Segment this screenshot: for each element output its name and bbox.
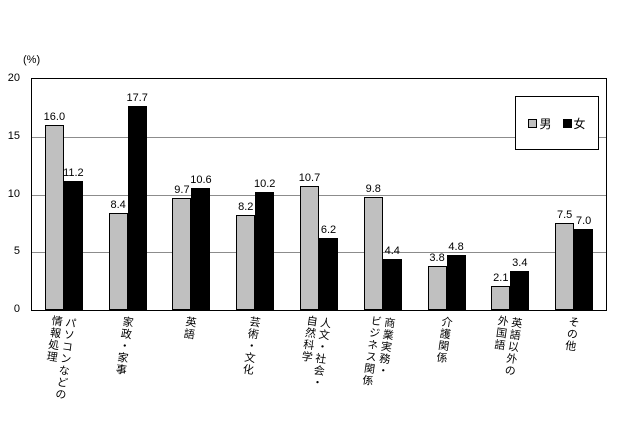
gridline [32, 136, 606, 138]
bar-value-label: 10.2 [254, 178, 276, 190]
legend-label: 女 [573, 116, 586, 131]
bar-value-label: 11.2 [63, 167, 84, 179]
bar-male [427, 266, 447, 310]
y-tick-label: 20 [7, 72, 20, 84]
plot-area: 16.0 11.2 8.4 17.7 9.7 10.6 8.2 10.2 10.7 6.2 9.8 4… [31, 78, 607, 311]
bar-value-label: 9.7 [174, 184, 190, 196]
bar-male [172, 198, 192, 310]
y-tick-label: 0 [13, 303, 20, 315]
bar-value-label: 2.1 [493, 272, 509, 284]
legend-label: 男 [539, 116, 552, 131]
bar-female [63, 181, 83, 310]
bar-male [108, 213, 128, 310]
bar-female [446, 255, 466, 310]
y-tick-label: 10 [7, 187, 20, 200]
bar-female [382, 259, 402, 310]
legend-item: 男 [528, 115, 552, 132]
bar-value-label: 10.7 [298, 172, 321, 184]
bar-male [236, 215, 256, 310]
bar-value-label: 4.4 [384, 245, 400, 257]
bar-value-label: 9.8 [365, 183, 381, 195]
bar-value-label: 6.2 [320, 224, 337, 236]
y-axis-unit-label: (%) [23, 54, 41, 66]
category-label: 英語以外の 外国語 [492, 314, 523, 378]
bar-value-label: 3.8 [429, 252, 445, 264]
y-tick-label: 5 [13, 245, 20, 258]
bar-value-label: 16.0 [43, 111, 66, 123]
legend-item: 女 [562, 115, 586, 132]
category-label: 芸術・文化 [240, 315, 262, 377]
legend-swatch-icon [528, 118, 538, 128]
category-label: パソコンなどの 情報処理 [44, 314, 77, 402]
category-label: 家政・家事 [113, 315, 134, 377]
category-label: 英語 [182, 315, 198, 341]
bar-female [510, 271, 530, 310]
bar-female [127, 106, 147, 310]
bar-female [191, 188, 211, 310]
bar-value-label: 8.2 [238, 201, 254, 213]
category-label: その他 [563, 315, 580, 353]
bar-value-label: 10.6 [190, 174, 212, 186]
bar-value-label: 8.4 [110, 199, 126, 211]
bar-male [44, 125, 64, 310]
bar-male [363, 197, 383, 310]
bar-female [319, 238, 338, 310]
bar-value-label: 7.0 [575, 215, 592, 227]
legend: 男女 [515, 96, 599, 150]
gridline [32, 194, 606, 196]
category-label: 人文・社会・ 自然科学 [299, 314, 332, 390]
bar-value-label: 4.8 [448, 241, 464, 253]
category-label: 商業実務・ ビジネス関係 [359, 314, 396, 388]
bar-value-label: 3.4 [512, 257, 528, 269]
bar-male [555, 223, 575, 310]
legend-swatch-icon [562, 118, 572, 128]
y-tick-label: 15 [7, 129, 20, 142]
category-label: 介護関係 [433, 315, 453, 365]
bar-male [491, 286, 511, 310]
bar-male [300, 186, 319, 310]
bar-value-label: 7.5 [556, 209, 573, 221]
bar-female [255, 192, 275, 310]
bar-value-label: 17.7 [126, 92, 148, 104]
bar-female [574, 229, 594, 310]
